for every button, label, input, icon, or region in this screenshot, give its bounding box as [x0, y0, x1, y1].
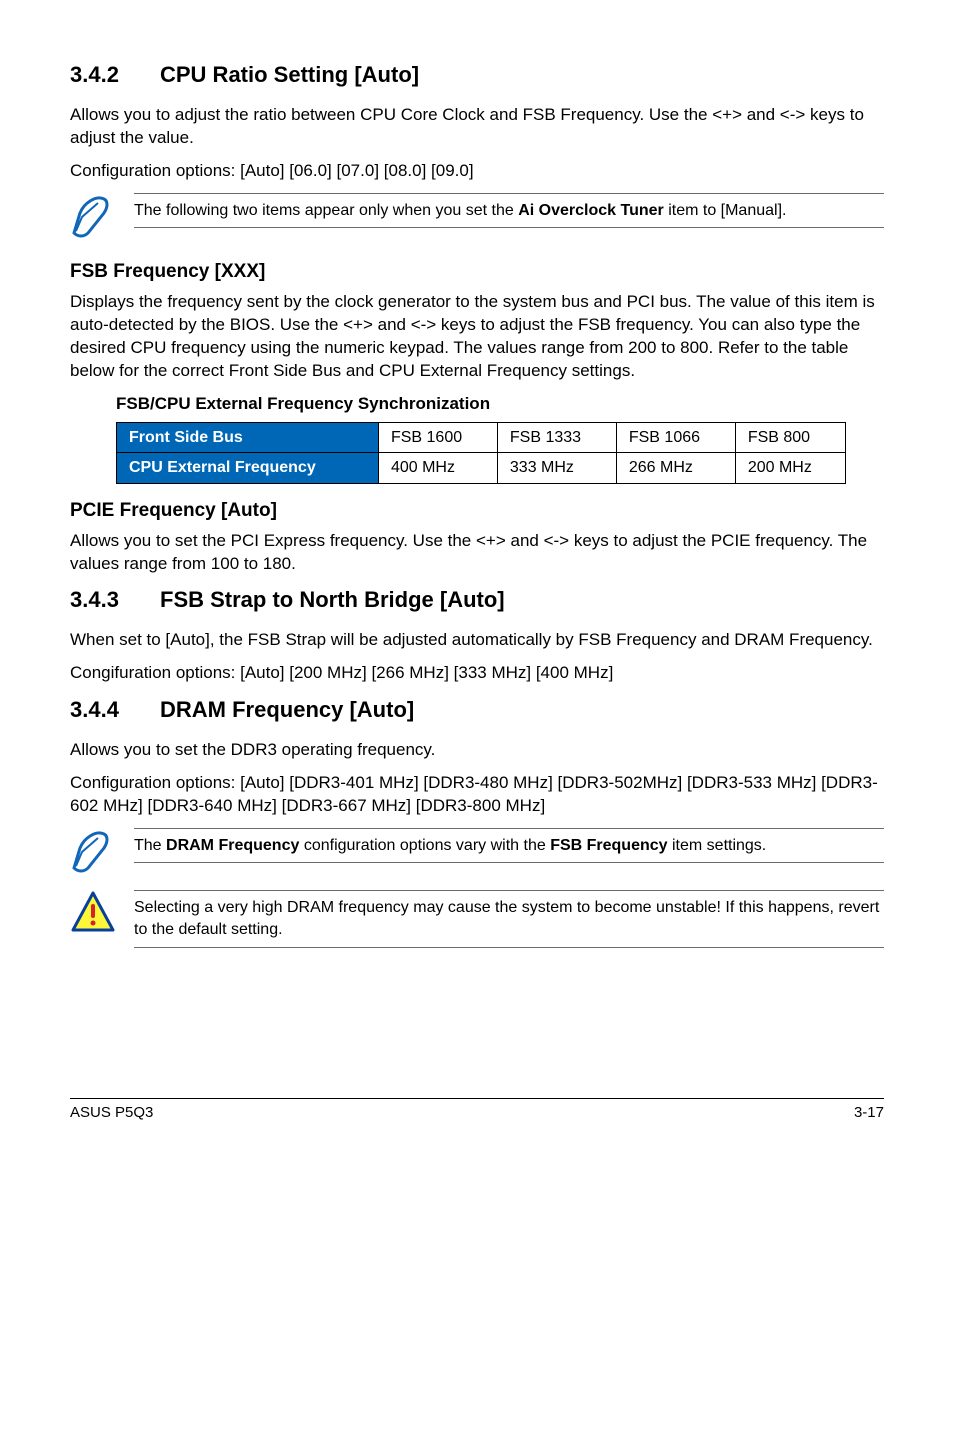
para: Allows you to set the DDR3 operating fre…: [70, 739, 884, 762]
para: Configuration options: [Auto] [06.0] [07…: [70, 160, 884, 183]
heading-num: 3.4.3: [70, 585, 160, 615]
cell: FSB 1600: [378, 422, 497, 453]
cell: FSB 800: [735, 422, 845, 453]
cell: 266 MHz: [616, 453, 735, 484]
fsb-table: Front Side Bus FSB 1600 FSB 1333 FSB 106…: [116, 422, 846, 484]
heading-title: FSB Strap to North Bridge [Auto]: [160, 587, 505, 612]
heading-343: 3.4.3FSB Strap to North Bridge [Auto]: [70, 585, 884, 615]
note-block: The following two items appear only when…: [70, 193, 884, 246]
heading-title: CPU Ratio Setting [Auto]: [160, 62, 419, 87]
para: Allows you to adjust the ratio between C…: [70, 104, 884, 150]
heading-344: 3.4.4DRAM Frequency [Auto]: [70, 695, 884, 725]
row-label: CPU External Frequency: [117, 453, 379, 484]
warning-block: Selecting a very high DRAM frequency may…: [70, 890, 884, 947]
note-text-bold: FSB Frequency: [550, 837, 667, 854]
heading-342: 3.4.2CPU Ratio Setting [Auto]: [70, 60, 884, 90]
heading-num: 3.4.4: [70, 695, 160, 725]
note-pencil-icon: [70, 828, 116, 881]
cell: 400 MHz: [378, 453, 497, 484]
para: Configuration options: [Auto] [DDR3-401 …: [70, 772, 884, 818]
cell: 200 MHz: [735, 453, 845, 484]
note-text-part: The: [134, 837, 166, 854]
para: Congifuration options: [Auto] [200 MHz] …: [70, 662, 884, 685]
table-caption: FSB/CPU External Frequency Synchronizati…: [116, 393, 884, 416]
footer-left: ASUS P5Q3: [70, 1103, 153, 1123]
note-text-part: configuration options vary with the: [299, 837, 550, 854]
table-row: CPU External Frequency 400 MHz 333 MHz 2…: [117, 453, 846, 484]
note-text-bold: DRAM Frequency: [166, 837, 299, 854]
note-text: The DRAM Frequency configuration options…: [134, 828, 884, 864]
para: Displays the frequency sent by the clock…: [70, 291, 884, 383]
page-footer: ASUS P5Q3 3-17: [70, 1098, 884, 1123]
note-text-bold: Ai Overclock Tuner: [518, 202, 664, 219]
subheading-pcie-frequency: PCIE Frequency [Auto]: [70, 498, 884, 524]
subheading-fsb-frequency: FSB Frequency [XXX]: [70, 259, 884, 285]
cell: FSB 1333: [497, 422, 616, 453]
table-row: Front Side Bus FSB 1600 FSB 1333 FSB 106…: [117, 422, 846, 453]
note-text-part: The following two items appear only when…: [134, 202, 518, 219]
warning-icon: [70, 890, 116, 941]
heading-num: 3.4.2: [70, 60, 160, 90]
note-text: The following two items appear only when…: [134, 193, 884, 229]
para: When set to [Auto], the FSB Strap will b…: [70, 629, 884, 652]
note-block: The DRAM Frequency configuration options…: [70, 828, 884, 881]
para: Allows you to set the PCI Express freque…: [70, 530, 884, 576]
heading-title: DRAM Frequency [Auto]: [160, 697, 414, 722]
footer-right: 3-17: [854, 1103, 884, 1123]
row-label: Front Side Bus: [117, 422, 379, 453]
warning-text: Selecting a very high DRAM frequency may…: [134, 890, 884, 947]
note-text-part: item settings.: [668, 837, 767, 854]
cell: 333 MHz: [497, 453, 616, 484]
note-pencil-icon: [70, 193, 116, 246]
note-text-part: item to [Manual].: [664, 202, 787, 219]
cell: FSB 1066: [616, 422, 735, 453]
